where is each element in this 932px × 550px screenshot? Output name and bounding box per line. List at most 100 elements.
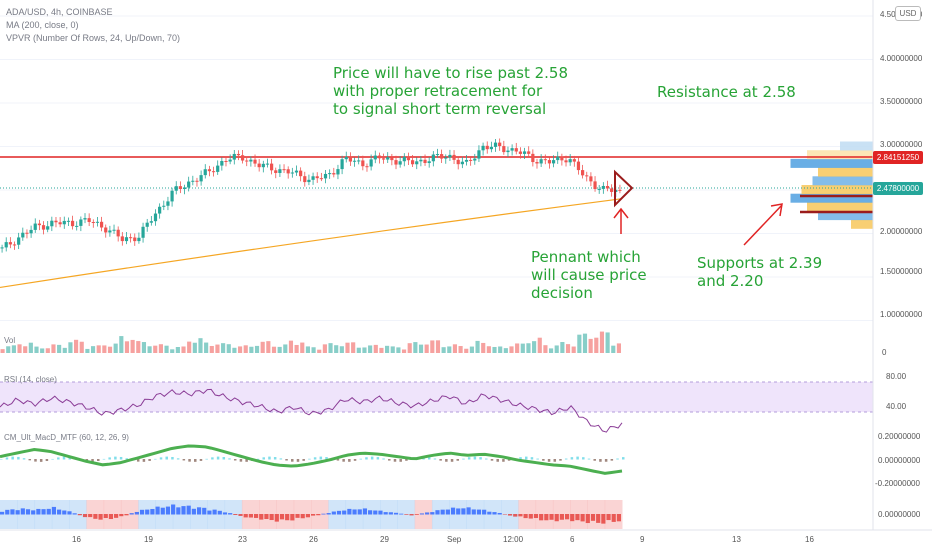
volume-bar bbox=[40, 348, 45, 353]
osc-bar bbox=[342, 510, 347, 515]
volume-bar bbox=[249, 346, 254, 353]
macd-hist-bar bbox=[393, 459, 397, 462]
osc-bar bbox=[31, 510, 36, 515]
volume-bar bbox=[28, 342, 33, 353]
osc-bar bbox=[160, 507, 165, 515]
macd-hist-bar bbox=[285, 459, 288, 461]
candle-body bbox=[282, 169, 286, 171]
symbol-label[interactable]: ADA/USD, 4h, COINBASE bbox=[6, 7, 113, 17]
candle-body bbox=[610, 188, 614, 192]
macd-hist-bar bbox=[582, 457, 585, 460]
volume-bar bbox=[57, 344, 62, 353]
candle-body bbox=[369, 159, 373, 167]
volume-bar bbox=[543, 345, 548, 353]
candle-body bbox=[328, 173, 332, 175]
osc-bar bbox=[274, 514, 279, 522]
osc-bar bbox=[311, 514, 316, 516]
osc-bar bbox=[606, 514, 611, 521]
candle-body bbox=[257, 163, 261, 168]
osc-bar bbox=[419, 513, 425, 515]
candle-body bbox=[187, 181, 191, 188]
volume-bar bbox=[119, 336, 124, 353]
candle-body bbox=[352, 160, 357, 162]
candle-body bbox=[290, 172, 294, 174]
macd-hist-bar bbox=[353, 459, 357, 461]
candle-body bbox=[133, 237, 137, 242]
volume-profile bbox=[790, 141, 873, 229]
candle-body bbox=[95, 221, 100, 223]
macd-hist-bar bbox=[291, 459, 294, 462]
macd-hist-bar bbox=[34, 459, 37, 462]
candle-body bbox=[270, 163, 274, 171]
volume-bar bbox=[560, 342, 565, 353]
macd-hist-bar bbox=[553, 459, 557, 462]
candle-body bbox=[551, 160, 556, 164]
osc-bar bbox=[253, 514, 259, 518]
volume-bar bbox=[588, 338, 593, 353]
ma-legend[interactable]: MA (200, close, 0) bbox=[6, 20, 79, 30]
rsi-band bbox=[0, 382, 873, 412]
candle-body bbox=[336, 169, 340, 175]
macd-hist-bar bbox=[456, 459, 460, 461]
candle-body bbox=[162, 205, 166, 207]
volume-bar bbox=[68, 342, 73, 353]
osc-bar bbox=[409, 514, 414, 516]
osc-bar bbox=[248, 514, 253, 518]
osc-bar bbox=[119, 514, 124, 517]
macd-hist-bar bbox=[245, 459, 248, 462]
candle-body bbox=[427, 161, 431, 164]
osc-bar bbox=[77, 514, 82, 516]
macd-hist-bar bbox=[308, 458, 311, 460]
supports-arrow bbox=[743, 203, 783, 246]
macd-hist-bar bbox=[587, 458, 591, 460]
volume-bar bbox=[90, 346, 96, 353]
osc-bar bbox=[331, 511, 336, 515]
candle-body bbox=[182, 187, 187, 190]
osc-bar bbox=[528, 514, 533, 519]
osc-bar bbox=[145, 509, 150, 515]
volume-bar bbox=[322, 344, 327, 353]
macd-hist-bar bbox=[450, 459, 454, 462]
vol-y-tick: 0 bbox=[882, 348, 887, 357]
candle-body bbox=[211, 171, 216, 173]
volume-bar bbox=[243, 345, 248, 353]
candle-body bbox=[236, 153, 241, 156]
volume-bar bbox=[526, 343, 531, 353]
osc-bar bbox=[388, 512, 393, 515]
macd-hist-bar bbox=[542, 459, 545, 461]
macd-hist-bar bbox=[536, 458, 539, 460]
profile-bar bbox=[807, 202, 873, 212]
candle-body bbox=[522, 151, 527, 154]
candle-body bbox=[62, 220, 66, 225]
volume-bar bbox=[356, 347, 361, 353]
osc-bar bbox=[596, 514, 601, 523]
osc-bar bbox=[165, 506, 171, 515]
annotation-line: and 2.20 bbox=[697, 272, 764, 290]
candle-body bbox=[145, 222, 149, 227]
candle-body bbox=[265, 163, 270, 165]
volume-bar bbox=[424, 344, 429, 353]
macd-hist-bar bbox=[45, 459, 49, 462]
volume-bar bbox=[464, 348, 469, 353]
macd-hist-bar bbox=[524, 456, 528, 460]
candle-body bbox=[597, 188, 601, 190]
osc-bar bbox=[41, 509, 46, 515]
x-tick: 26 bbox=[309, 535, 318, 544]
macd-hist-bar bbox=[302, 459, 305, 461]
volume-bar bbox=[130, 339, 135, 353]
vpvr-legend[interactable]: VPVR (Number Of Rows, 24, Up/Down, 70) bbox=[6, 33, 181, 43]
candle-body bbox=[535, 162, 539, 164]
candle-body bbox=[556, 156, 560, 161]
volume-bar bbox=[418, 344, 424, 353]
volume-bar bbox=[554, 345, 559, 353]
candle-body bbox=[99, 221, 104, 228]
candle-body bbox=[572, 159, 576, 162]
candle-body bbox=[410, 160, 415, 165]
candle-body bbox=[373, 155, 377, 160]
candle-body bbox=[58, 222, 62, 225]
volume-bar bbox=[548, 348, 554, 353]
macd-hist-bar bbox=[348, 459, 351, 462]
currency-button[interactable]: USD bbox=[895, 6, 921, 21]
osc-bar bbox=[300, 514, 305, 519]
